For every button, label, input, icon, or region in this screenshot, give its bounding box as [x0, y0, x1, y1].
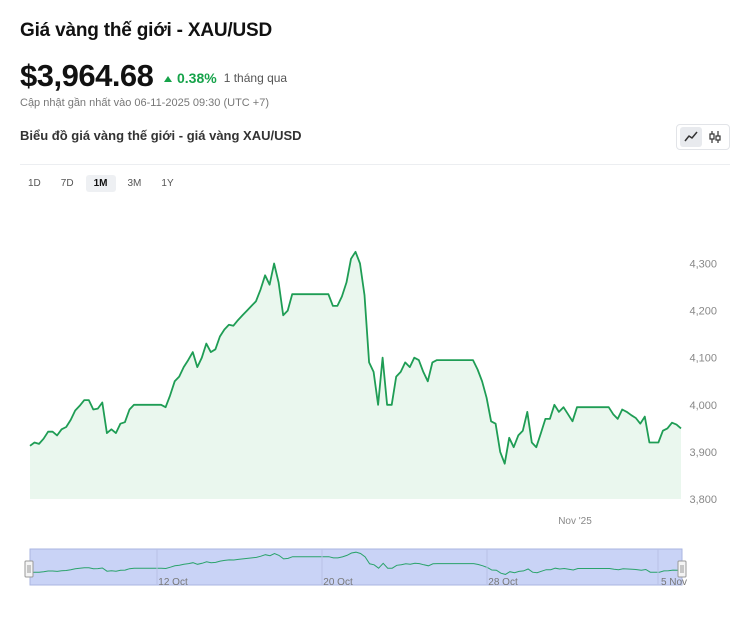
price-line	[29, 250, 682, 465]
range-1m-button[interactable]: 1M	[85, 175, 116, 192]
last-updated: Cập nhật gần nhất vào 06-11-2025 09:30 (…	[20, 97, 269, 109]
y-tick-label: 4,100	[689, 353, 717, 365]
navigator-right-handle[interactable]	[677, 560, 687, 578]
current-price: $3,964.68	[20, 58, 154, 93]
change-period: 1 tháng qua	[223, 71, 288, 85]
range-1y-button[interactable]: 1Y	[161, 178, 174, 189]
range-7d-button[interactable]: 7D	[60, 178, 74, 189]
navigator-line	[29, 551, 683, 575]
range-1d-button[interactable]: 1D	[28, 178, 41, 189]
page-title: Giá vàng thế giới - XAU/USD	[20, 20, 272, 41]
line-chart-button[interactable]	[680, 127, 702, 147]
header-divider	[20, 164, 730, 165]
navigator-label: 5 Nov	[661, 577, 687, 588]
y-tick-label: 4,300	[689, 259, 717, 271]
range-3m-button[interactable]: 3M	[127, 178, 142, 189]
y-tick-label: 3,800	[689, 494, 717, 506]
navigator-left-handle[interactable]	[24, 560, 34, 578]
change-percent: 0.38%	[177, 70, 217, 86]
chart-type-toggle	[676, 124, 730, 150]
range-selector: 1D 7D 1M 3M 1Y	[20, 175, 182, 192]
line-chart-icon	[684, 131, 698, 142]
y-tick-label: 4,000	[689, 400, 717, 412]
up-arrow-icon	[164, 75, 172, 82]
y-tick-label: 4,200	[689, 306, 717, 318]
navigator-label: 12 Oct	[158, 577, 188, 588]
navigator-label: 28 Oct	[488, 577, 518, 588]
y-tick-label: 3,900	[689, 447, 717, 459]
x-tick-label: Nov '25	[558, 516, 592, 527]
price-area	[30, 251, 681, 499]
candlestick-chart-button[interactable]	[704, 127, 726, 147]
candlestick-chart-icon	[709, 131, 721, 143]
chart-subtitle: Biểu đồ giá vàng thế giới - giá vàng XAU…	[20, 128, 302, 143]
price-change: 0.38% 1 tháng qua	[164, 70, 287, 86]
navigator-window[interactable]	[29, 548, 683, 586]
navigator-label: 20 Oct	[323, 577, 353, 588]
